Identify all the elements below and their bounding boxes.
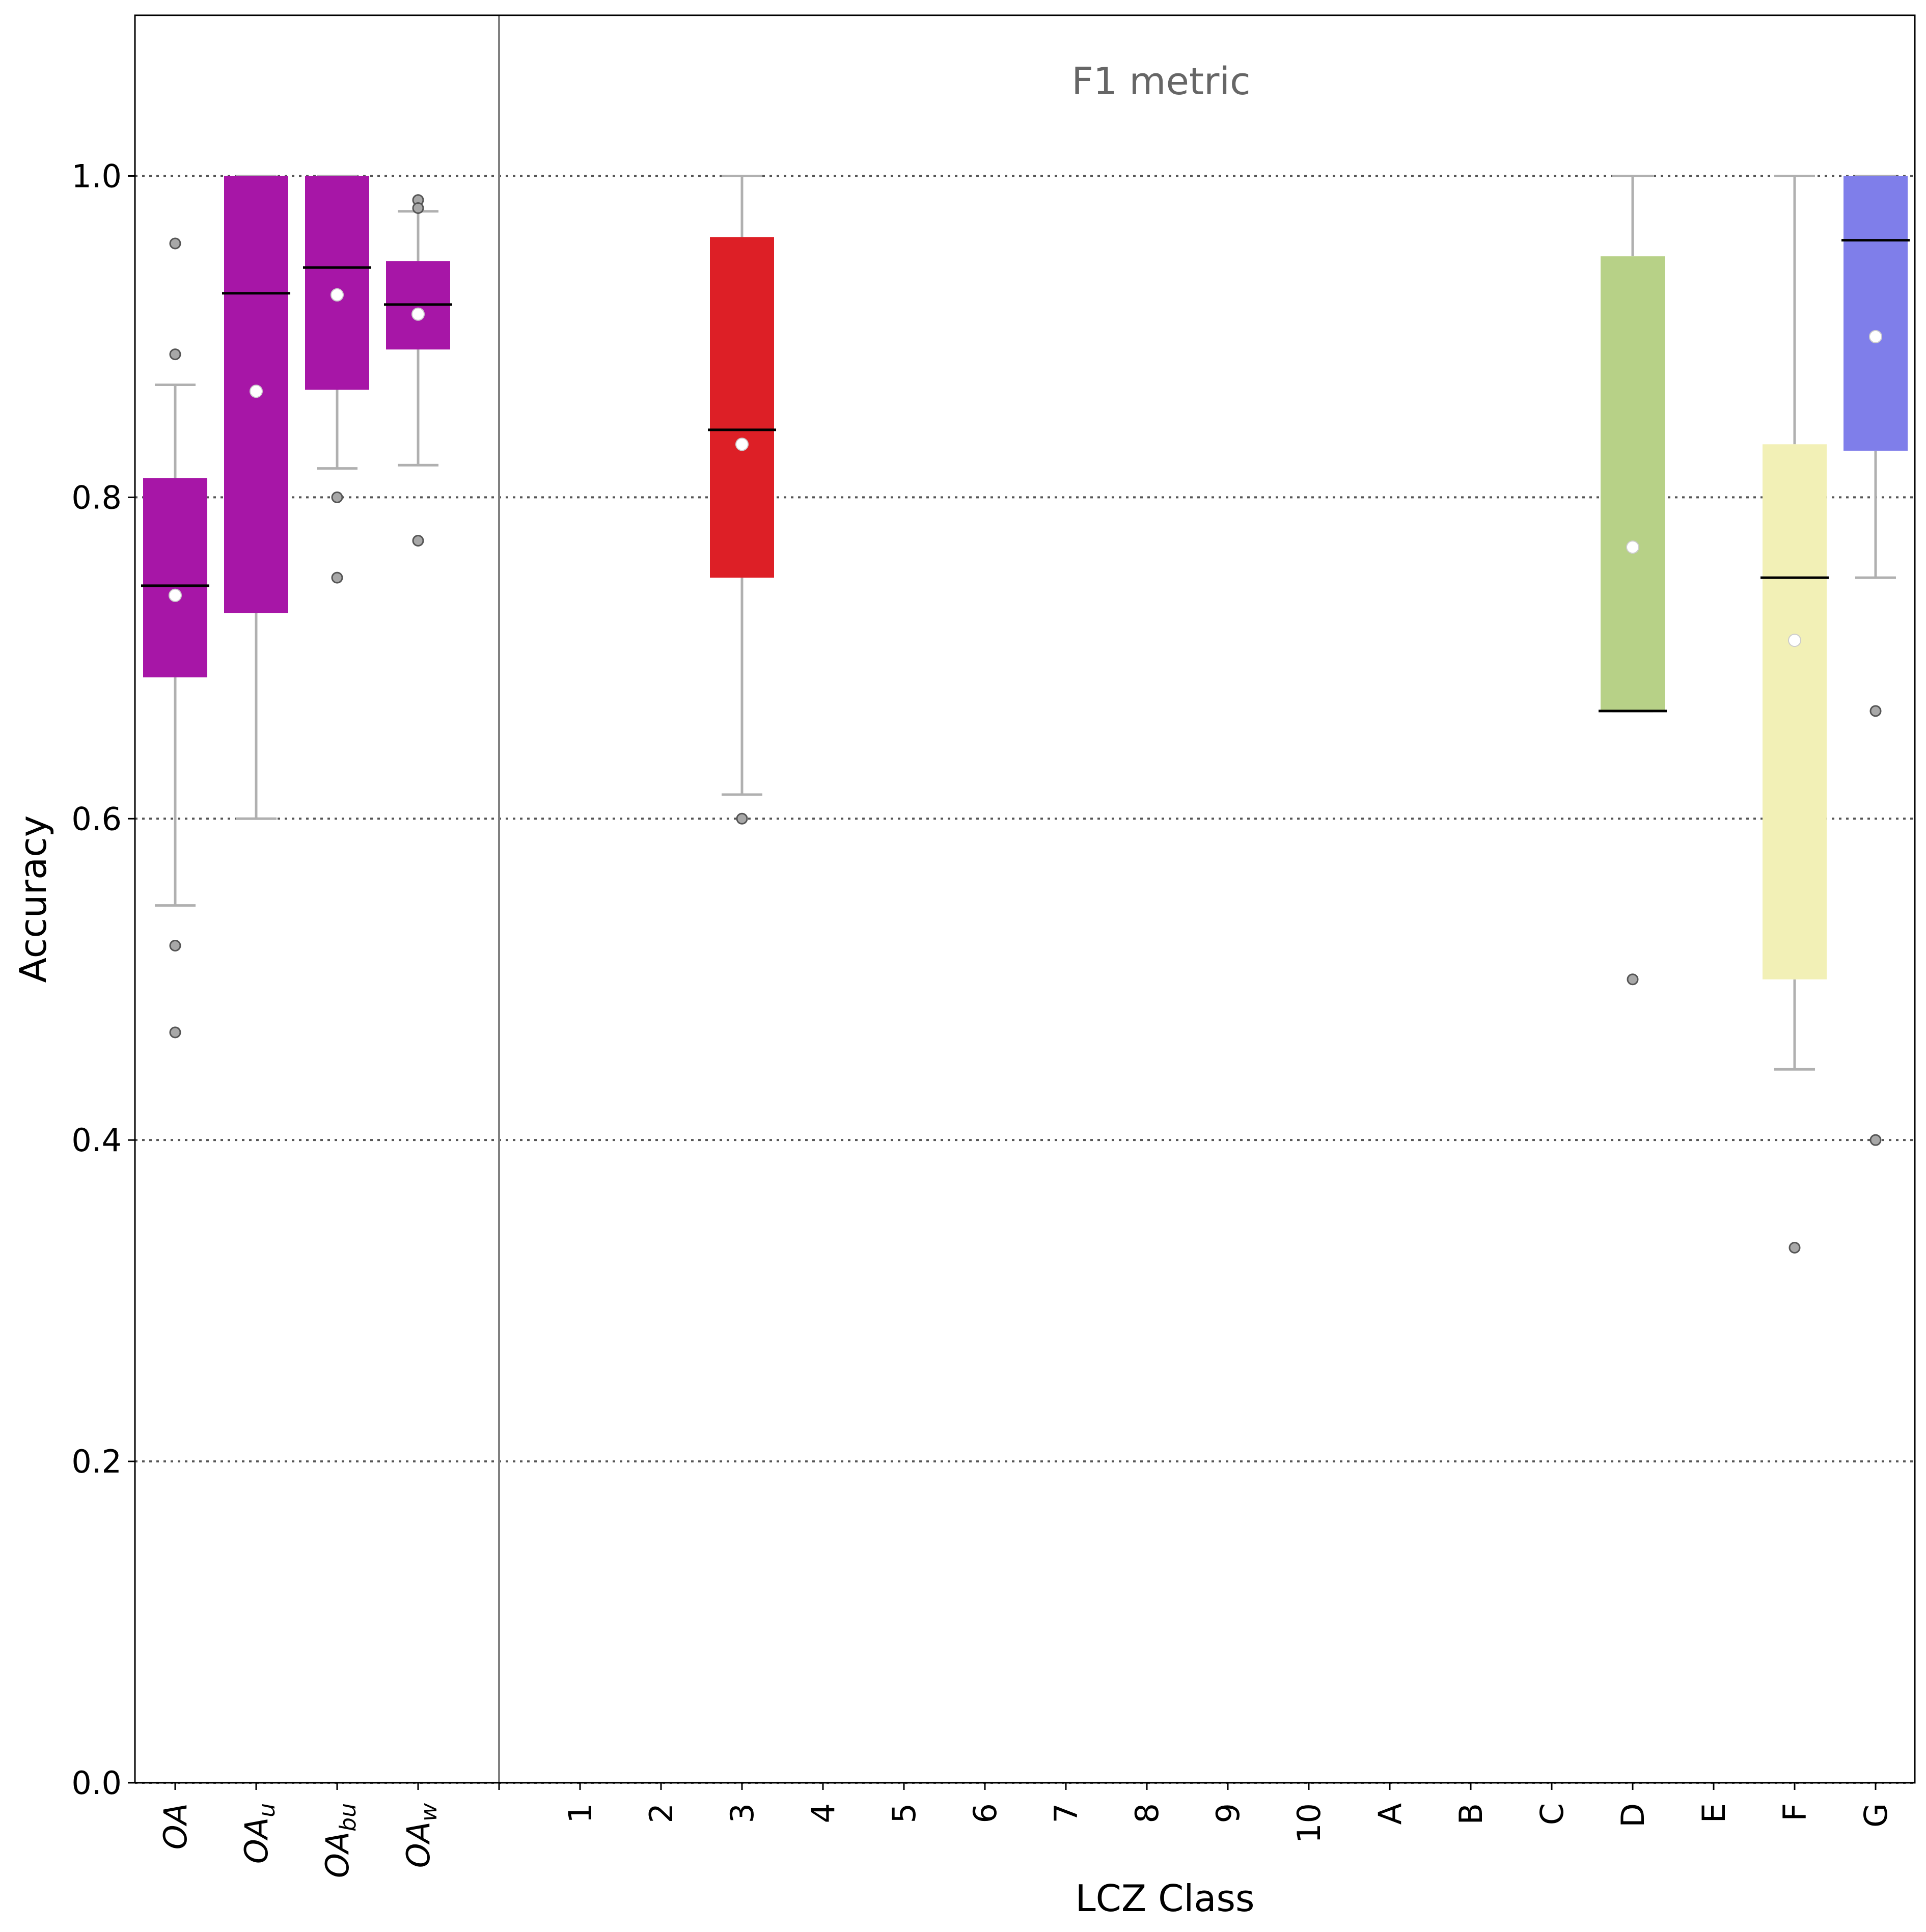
outlier-point	[412, 202, 424, 214]
y-tick-label: 0.4	[71, 1122, 122, 1159]
x-tick-label: C	[1533, 1803, 1571, 1825]
mean-marker	[1788, 634, 1801, 647]
plot-frame	[134, 14, 1916, 1784]
x-tick-label: F	[1776, 1803, 1813, 1821]
mean-marker	[1869, 330, 1882, 343]
y-axis-ticks: 0.0 0.2 0.4 0.6 0.8 1.0	[71, 157, 135, 1802]
x-tick-label-main: 1	[562, 1803, 599, 1823]
x-tick-label-main: 8	[1129, 1803, 1166, 1823]
x-tick-label: OAbu	[319, 1803, 361, 1878]
x-tick-label: B	[1452, 1803, 1490, 1825]
y-tick-label: 0.2	[71, 1443, 122, 1480]
mean-marker	[331, 288, 344, 302]
x-tick-label: OAw	[400, 1803, 442, 1868]
x-tick-label-main: 4	[805, 1803, 842, 1823]
x-tick-label: 2	[643, 1803, 680, 1823]
x-tick-label-main: 9	[1209, 1803, 1247, 1823]
box-body	[305, 176, 369, 390]
x-tick-label: 9	[1209, 1803, 1247, 1823]
x-tick-label: 4	[805, 1803, 842, 1823]
x-tick-label-main: 5	[886, 1803, 923, 1823]
mean-marker	[1626, 540, 1639, 554]
box-OAu	[222, 174, 290, 820]
outlier-point	[169, 348, 181, 361]
box-F	[1760, 174, 1829, 1254]
outlier-point	[412, 535, 424, 547]
y-axis-title: Accuracy	[12, 815, 54, 983]
box-OAw	[384, 194, 452, 547]
x-tick-label: 7	[1048, 1803, 1085, 1823]
box-OA	[141, 237, 209, 1039]
x-tick-label-main: 7	[1048, 1803, 1085, 1823]
box-OAbu	[303, 174, 371, 584]
x-tick-label-main: 10	[1290, 1803, 1328, 1843]
x-tick-label-subscript: u	[254, 1803, 280, 1817]
x-tick-label-subscript: bu	[335, 1803, 361, 1832]
x-tick-label: 3	[724, 1803, 761, 1823]
x-tick-label-main: F	[1776, 1803, 1813, 1821]
x-tick-label-main: C	[1533, 1803, 1571, 1825]
x-tick-label: OA	[157, 1803, 194, 1849]
x-tick-label-main: G	[1857, 1803, 1894, 1828]
y-tick-label: 0.6	[71, 800, 122, 837]
outlier-point	[331, 572, 343, 584]
y-tick-label: 0.0	[71, 1764, 122, 1802]
x-tick-label: 10	[1290, 1803, 1328, 1843]
x-tick-label-main: OA	[157, 1803, 194, 1849]
boxes	[141, 174, 1910, 1254]
x-tick-label-main: A	[1371, 1803, 1409, 1825]
x-tick-label: A	[1371, 1803, 1409, 1825]
box-body	[143, 478, 207, 677]
x-tick-label-main: 2	[643, 1803, 680, 1823]
x-tick-label: OAu	[238, 1803, 280, 1864]
outlier-point	[1627, 973, 1639, 986]
mean-marker	[411, 307, 425, 321]
x-tick-label: 5	[886, 1803, 923, 1823]
x-tick-label-main: 6	[967, 1803, 1004, 1823]
mean-marker	[169, 588, 182, 602]
x-tick-label: G	[1857, 1803, 1894, 1828]
x-tick-label: 6	[967, 1803, 1004, 1823]
x-tick-label-main: OA	[400, 1821, 437, 1868]
box-body	[1601, 256, 1665, 711]
x-tick-label: 8	[1129, 1803, 1166, 1823]
x-tick-label-main: OA	[319, 1832, 356, 1878]
x-tick-label-main: B	[1452, 1803, 1490, 1825]
box-body	[1844, 176, 1908, 451]
outlier-point	[1789, 1242, 1801, 1254]
x-tick-label-subscript: w	[416, 1803, 442, 1821]
x-axis-title: LCZ Class	[1075, 1877, 1254, 1920]
outlier-point	[1869, 705, 1882, 717]
x-tick-label-main: D	[1614, 1803, 1652, 1828]
outlier-point	[331, 491, 343, 503]
box-3	[708, 174, 776, 825]
y-tick-label: 0.8	[71, 479, 122, 516]
x-tick-label-main: 3	[724, 1803, 761, 1823]
outlier-point	[1869, 1134, 1882, 1146]
outlier-point	[169, 1026, 181, 1039]
box-D	[1599, 174, 1667, 986]
mean-marker	[735, 438, 749, 451]
x-tick-label-main: OA	[238, 1817, 275, 1864]
y-tick-label: 1.0	[71, 157, 122, 195]
x-tick-label-main: E	[1695, 1803, 1732, 1823]
box-G	[1841, 174, 1910, 1146]
box-body	[1763, 444, 1827, 979]
chart-annotation: F1 metric	[1071, 60, 1250, 103]
outlier-point	[169, 237, 181, 250]
x-tick-label: 1	[562, 1803, 599, 1823]
x-tick-label: D	[1614, 1803, 1652, 1828]
outlier-point	[736, 812, 748, 825]
x-tick-label: E	[1695, 1803, 1732, 1823]
outlier-point	[169, 939, 181, 951]
mean-marker	[250, 385, 263, 398]
box-body	[710, 237, 774, 578]
